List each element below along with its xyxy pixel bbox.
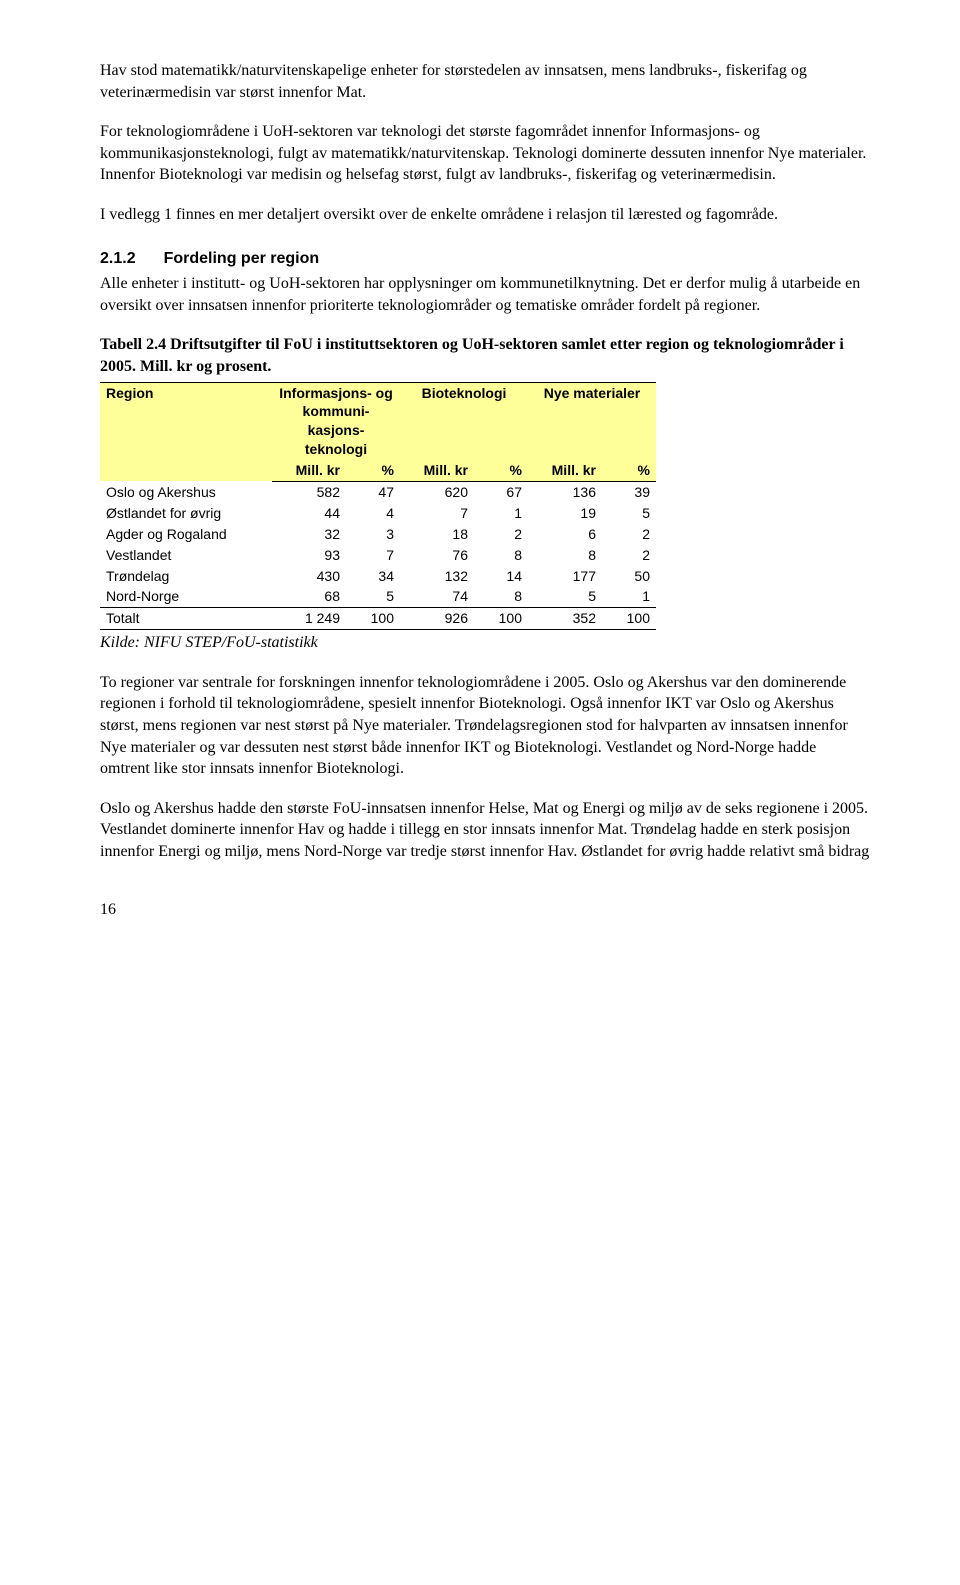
- col-header-region: Region: [100, 382, 272, 481]
- cell: 100: [474, 608, 528, 630]
- cell: 8: [474, 586, 528, 607]
- col-header-group: Bioteknologi: [400, 382, 528, 460]
- cell: 2: [602, 524, 656, 545]
- cell: 32: [272, 524, 346, 545]
- cell: 2: [602, 545, 656, 566]
- cell: 93: [272, 545, 346, 566]
- cell: 8: [528, 545, 602, 566]
- cell: 6: [528, 524, 602, 545]
- page-number: 16: [100, 899, 870, 921]
- cell: 1: [474, 503, 528, 524]
- table-total-row: Totalt 1 249 100 926 100 352 100: [100, 608, 656, 630]
- paragraph: For teknologiområdene i UoH-sektoren var…: [100, 121, 870, 186]
- paragraph: I vedlegg 1 finnes en mer detaljert over…: [100, 204, 870, 226]
- col-sub-val: Mill. kr: [400, 460, 474, 481]
- col-sub-pct: %: [602, 460, 656, 481]
- col-sub-pct: %: [474, 460, 528, 481]
- paragraph: Oslo og Akershus hadde den største FoU-i…: [100, 798, 870, 863]
- cell: 2: [474, 524, 528, 545]
- cell: 5: [346, 586, 400, 607]
- col-header-group: Informasjons- og kommuni-kasjons-teknolo…: [272, 382, 400, 460]
- cell: 47: [346, 481, 400, 502]
- cell: 1: [602, 586, 656, 607]
- col-sub-val: Mill. kr: [272, 460, 346, 481]
- cell: 1 249: [272, 608, 346, 630]
- cell: 430: [272, 566, 346, 587]
- row-label: Nord-Norge: [100, 586, 272, 607]
- paragraph: Alle enheter i institutt- og UoH-sektore…: [100, 273, 870, 316]
- table-row: Østlandet for øvrig 44 4 7 1 19 5: [100, 503, 656, 524]
- paragraph: To regioner var sentrale for forskningen…: [100, 672, 870, 780]
- table-row: Oslo og Akershus 582 47 620 67 136 39: [100, 481, 656, 502]
- cell: 4: [346, 503, 400, 524]
- paragraph: Hav stod matematikk/naturvitenskapelige …: [100, 60, 870, 103]
- cell: 44: [272, 503, 346, 524]
- row-label: Trøndelag: [100, 566, 272, 587]
- cell: 39: [602, 481, 656, 502]
- cell: 177: [528, 566, 602, 587]
- table-row: Trøndelag 430 34 132 14 177 50: [100, 566, 656, 587]
- cell: 14: [474, 566, 528, 587]
- col-sub-val: Mill. kr: [528, 460, 602, 481]
- cell: 100: [602, 608, 656, 630]
- table-title: Tabell 2.4 Driftsutgifter til FoU i inst…: [100, 334, 870, 377]
- table-row: Nord-Norge 68 5 74 8 5 1: [100, 586, 656, 607]
- row-label: Østlandet for øvrig: [100, 503, 272, 524]
- cell: 132: [400, 566, 474, 587]
- section-title-text: Fordeling per region: [164, 250, 320, 267]
- row-label: Agder og Rogaland: [100, 524, 272, 545]
- row-label: Vestlandet: [100, 545, 272, 566]
- cell: 34: [346, 566, 400, 587]
- cell: 352: [528, 608, 602, 630]
- cell: 926: [400, 608, 474, 630]
- cell: 582: [272, 481, 346, 502]
- cell: 136: [528, 481, 602, 502]
- cell: 620: [400, 481, 474, 502]
- cell: 74: [400, 586, 474, 607]
- col-header-group: Nye materialer: [528, 382, 656, 460]
- data-table: Region Informasjons- og kommuni-kasjons-…: [100, 382, 656, 631]
- cell: 3: [346, 524, 400, 545]
- cell: 8: [474, 545, 528, 566]
- col-sub-pct: %: [346, 460, 400, 481]
- table-row: Agder og Rogaland 32 3 18 2 6 2: [100, 524, 656, 545]
- row-label: Oslo og Akershus: [100, 481, 272, 502]
- cell: 7: [400, 503, 474, 524]
- cell: 18: [400, 524, 474, 545]
- cell: 68: [272, 586, 346, 607]
- cell: 5: [528, 586, 602, 607]
- cell: 50: [602, 566, 656, 587]
- cell: 5: [602, 503, 656, 524]
- section-heading: 2.1.2 Fordeling per region: [100, 248, 870, 270]
- cell: 19: [528, 503, 602, 524]
- cell: 100: [346, 608, 400, 630]
- cell: 67: [474, 481, 528, 502]
- table-row: Vestlandet 93 7 76 8 8 2: [100, 545, 656, 566]
- cell: 76: [400, 545, 474, 566]
- table-header-row: Region Informasjons- og kommuni-kasjons-…: [100, 382, 656, 460]
- cell: 7: [346, 545, 400, 566]
- table-source: Kilde: NIFU STEP/FoU-statistikk: [100, 632, 870, 654]
- row-label: Totalt: [100, 608, 272, 630]
- section-number: 2.1.2: [100, 248, 136, 270]
